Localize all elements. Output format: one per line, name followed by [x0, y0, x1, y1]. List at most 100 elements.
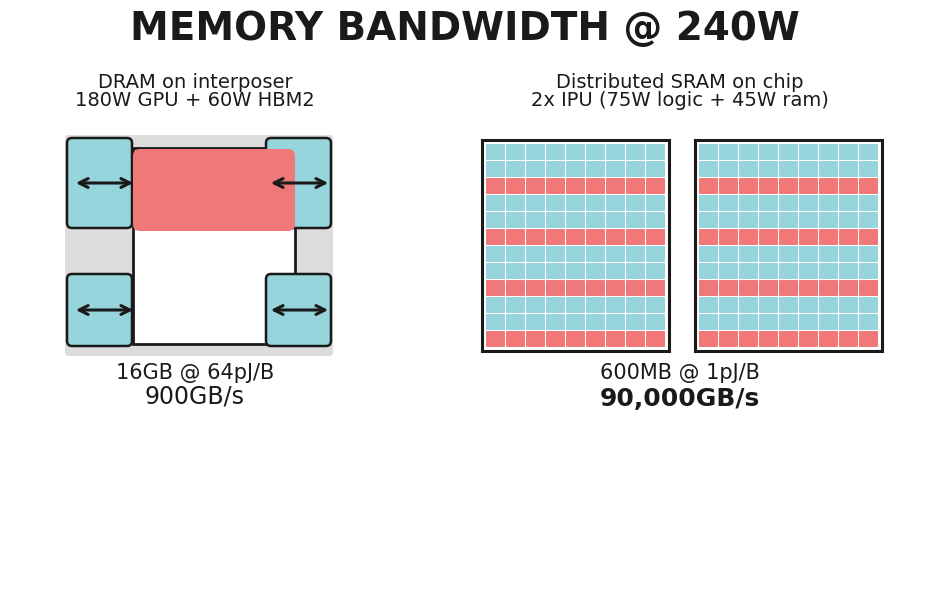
FancyBboxPatch shape: [739, 229, 758, 245]
FancyBboxPatch shape: [779, 280, 798, 296]
FancyBboxPatch shape: [606, 178, 625, 194]
FancyBboxPatch shape: [586, 263, 605, 279]
FancyBboxPatch shape: [586, 246, 605, 262]
FancyBboxPatch shape: [626, 161, 645, 177]
FancyBboxPatch shape: [759, 212, 778, 228]
FancyBboxPatch shape: [526, 178, 545, 194]
FancyBboxPatch shape: [699, 195, 718, 211]
FancyBboxPatch shape: [759, 246, 778, 262]
FancyBboxPatch shape: [526, 280, 545, 296]
FancyBboxPatch shape: [586, 229, 605, 245]
FancyBboxPatch shape: [546, 280, 565, 296]
FancyBboxPatch shape: [506, 212, 525, 228]
FancyBboxPatch shape: [779, 331, 798, 347]
FancyBboxPatch shape: [506, 178, 525, 194]
FancyBboxPatch shape: [759, 331, 778, 347]
FancyBboxPatch shape: [819, 161, 838, 177]
FancyBboxPatch shape: [526, 212, 545, 228]
FancyBboxPatch shape: [699, 212, 718, 228]
Text: 180W GPU + 60W HBM2: 180W GPU + 60W HBM2: [75, 92, 315, 111]
Text: 600MB @ 1pJ/B: 600MB @ 1pJ/B: [600, 363, 760, 383]
FancyBboxPatch shape: [526, 144, 545, 160]
FancyBboxPatch shape: [779, 314, 798, 330]
FancyBboxPatch shape: [719, 314, 738, 330]
FancyBboxPatch shape: [586, 331, 605, 347]
FancyBboxPatch shape: [646, 246, 665, 262]
FancyBboxPatch shape: [759, 314, 778, 330]
FancyBboxPatch shape: [799, 144, 818, 160]
FancyBboxPatch shape: [626, 246, 645, 262]
FancyBboxPatch shape: [719, 195, 738, 211]
FancyBboxPatch shape: [566, 297, 585, 313]
FancyBboxPatch shape: [606, 314, 625, 330]
FancyBboxPatch shape: [646, 229, 665, 245]
FancyBboxPatch shape: [819, 297, 838, 313]
FancyBboxPatch shape: [819, 331, 838, 347]
FancyBboxPatch shape: [546, 229, 565, 245]
FancyBboxPatch shape: [759, 178, 778, 194]
FancyBboxPatch shape: [646, 331, 665, 347]
FancyBboxPatch shape: [759, 263, 778, 279]
Text: 16GB @ 64pJ/B: 16GB @ 64pJ/B: [115, 363, 274, 383]
FancyBboxPatch shape: [606, 280, 625, 296]
FancyBboxPatch shape: [739, 212, 758, 228]
FancyBboxPatch shape: [566, 229, 585, 245]
FancyBboxPatch shape: [566, 144, 585, 160]
FancyBboxPatch shape: [626, 144, 645, 160]
FancyBboxPatch shape: [859, 161, 878, 177]
FancyBboxPatch shape: [566, 178, 585, 194]
FancyBboxPatch shape: [779, 161, 798, 177]
FancyBboxPatch shape: [759, 195, 778, 211]
FancyBboxPatch shape: [699, 331, 718, 347]
FancyBboxPatch shape: [739, 195, 758, 211]
FancyBboxPatch shape: [546, 161, 565, 177]
FancyBboxPatch shape: [699, 263, 718, 279]
FancyBboxPatch shape: [859, 195, 878, 211]
FancyBboxPatch shape: [506, 246, 525, 262]
FancyBboxPatch shape: [566, 161, 585, 177]
FancyBboxPatch shape: [626, 297, 645, 313]
FancyBboxPatch shape: [739, 161, 758, 177]
FancyBboxPatch shape: [839, 331, 858, 347]
FancyBboxPatch shape: [859, 297, 878, 313]
FancyBboxPatch shape: [546, 195, 565, 211]
FancyBboxPatch shape: [506, 297, 525, 313]
FancyBboxPatch shape: [646, 195, 665, 211]
FancyBboxPatch shape: [719, 161, 738, 177]
FancyBboxPatch shape: [799, 212, 818, 228]
FancyBboxPatch shape: [646, 263, 665, 279]
FancyBboxPatch shape: [526, 246, 545, 262]
FancyBboxPatch shape: [546, 212, 565, 228]
FancyBboxPatch shape: [819, 229, 838, 245]
FancyBboxPatch shape: [606, 263, 625, 279]
FancyBboxPatch shape: [719, 144, 738, 160]
FancyBboxPatch shape: [566, 280, 585, 296]
FancyBboxPatch shape: [266, 274, 331, 346]
FancyBboxPatch shape: [566, 331, 585, 347]
FancyBboxPatch shape: [486, 297, 505, 313]
FancyBboxPatch shape: [779, 229, 798, 245]
FancyBboxPatch shape: [506, 314, 525, 330]
Text: Distributed SRAM on chip: Distributed SRAM on chip: [556, 73, 803, 93]
FancyBboxPatch shape: [859, 229, 878, 245]
FancyBboxPatch shape: [759, 229, 778, 245]
FancyBboxPatch shape: [719, 263, 738, 279]
FancyBboxPatch shape: [819, 280, 838, 296]
FancyBboxPatch shape: [839, 280, 858, 296]
FancyBboxPatch shape: [606, 212, 625, 228]
FancyBboxPatch shape: [759, 144, 778, 160]
FancyBboxPatch shape: [586, 144, 605, 160]
FancyBboxPatch shape: [699, 178, 718, 194]
FancyBboxPatch shape: [606, 195, 625, 211]
FancyBboxPatch shape: [799, 246, 818, 262]
FancyBboxPatch shape: [839, 161, 858, 177]
FancyBboxPatch shape: [566, 314, 585, 330]
FancyBboxPatch shape: [606, 297, 625, 313]
FancyBboxPatch shape: [646, 297, 665, 313]
FancyBboxPatch shape: [799, 297, 818, 313]
FancyBboxPatch shape: [739, 246, 758, 262]
FancyBboxPatch shape: [526, 331, 545, 347]
FancyBboxPatch shape: [626, 229, 645, 245]
FancyBboxPatch shape: [719, 331, 738, 347]
FancyBboxPatch shape: [546, 263, 565, 279]
